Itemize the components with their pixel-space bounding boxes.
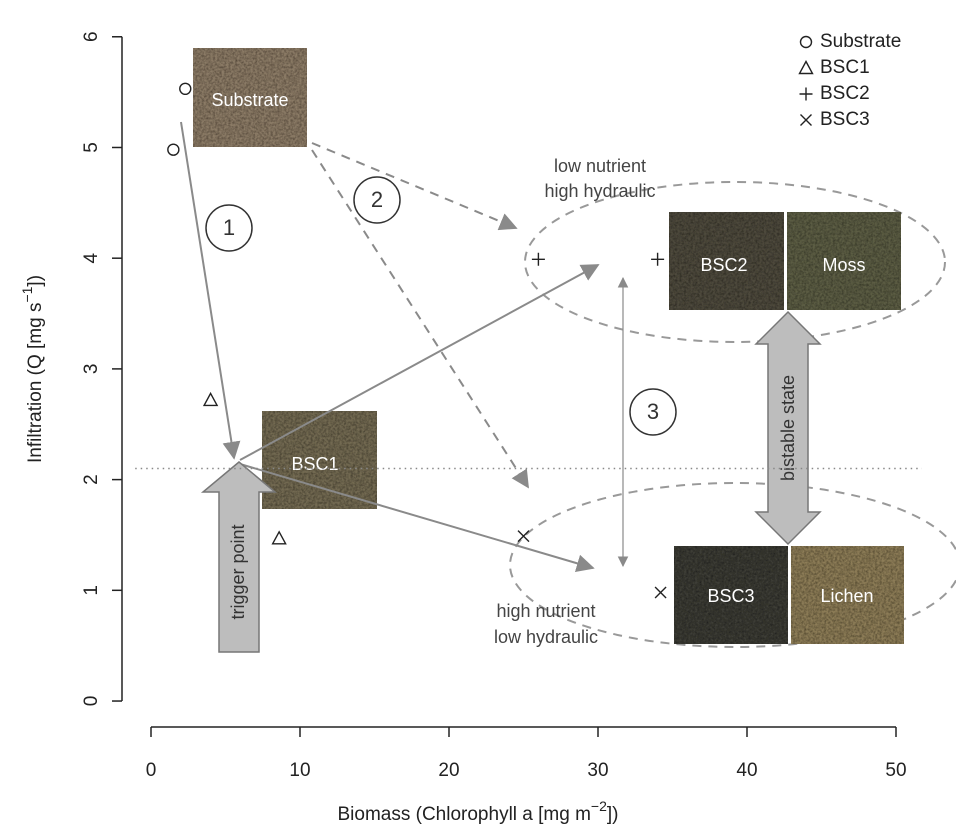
legend-marker bbox=[799, 87, 813, 101]
y-tick-label: 3 bbox=[81, 364, 102, 375]
legend-label: BSC1 bbox=[820, 57, 870, 78]
photo-bsc1: BSC1 bbox=[262, 411, 377, 509]
point bbox=[531, 252, 545, 266]
y-axis-label: Infiltration (Q [mg s−1]) bbox=[19, 275, 46, 463]
photo-label: BSC2 bbox=[700, 255, 747, 275]
arrows bbox=[180, 121, 629, 573]
step-label: 1 bbox=[223, 215, 235, 240]
point bbox=[179, 82, 192, 96]
arrow bbox=[180, 121, 241, 460]
photo-label: BSC3 bbox=[707, 586, 754, 606]
photo-bsc2: BSC2 bbox=[669, 212, 784, 310]
y-tick-label: 0 bbox=[81, 696, 102, 707]
x-tick-label: 20 bbox=[438, 760, 459, 781]
x-tick-label: 10 bbox=[289, 760, 310, 781]
legend-label: Substrate bbox=[820, 31, 901, 52]
photo-label: BSC1 bbox=[291, 454, 338, 474]
y-tick-label: 2 bbox=[81, 474, 102, 485]
step-circle bbox=[629, 388, 677, 436]
arrow bbox=[239, 463, 595, 573]
y-label-sup: −1 bbox=[19, 286, 35, 302]
point bbox=[202, 391, 219, 407]
note: high nutrient bbox=[496, 601, 595, 621]
x-tick-label: 40 bbox=[736, 760, 757, 781]
arrow bbox=[311, 149, 529, 489]
trigger-arrow bbox=[200, 461, 278, 653]
note: high hydraulic bbox=[544, 181, 655, 201]
point bbox=[167, 143, 180, 156]
legend-label: BSC2 bbox=[820, 83, 870, 104]
x-tick-label: 30 bbox=[587, 760, 608, 781]
legend-marker bbox=[800, 114, 812, 126]
photo-label: Moss bbox=[822, 255, 865, 275]
x-tick-label: 0 bbox=[146, 760, 157, 781]
x-axis-label: Biomass (Chlorophyll a [mg m−2]) bbox=[338, 798, 619, 825]
photo-substrate: Substrate bbox=[193, 48, 307, 147]
step-label: 3 bbox=[647, 399, 659, 424]
x-label-part: Biomass (Chlorophyll a [mg m bbox=[338, 804, 591, 825]
step-label: 2 bbox=[371, 187, 383, 212]
y-label-part: Infiltration (Q [mg s bbox=[25, 303, 46, 464]
photo-lichen: Lichen bbox=[791, 546, 904, 644]
x-label-sup: −2 bbox=[591, 798, 607, 814]
photo-moss: Moss bbox=[787, 212, 901, 310]
legend-marker bbox=[798, 60, 814, 75]
arrow bbox=[311, 142, 518, 231]
step-circle bbox=[353, 176, 401, 224]
arrow-label: trigger point bbox=[228, 524, 248, 619]
y-label-part: ]) bbox=[25, 275, 46, 287]
state-ellipse bbox=[524, 181, 946, 343]
point bbox=[654, 586, 667, 599]
x-label-part: ]) bbox=[607, 804, 619, 825]
point bbox=[517, 530, 530, 543]
x-tick-label: 50 bbox=[885, 760, 906, 781]
arrow-label: bistable state bbox=[778, 375, 798, 481]
y-tick-label: 4 bbox=[81, 252, 102, 263]
photo-label: Substrate bbox=[211, 90, 288, 110]
y-tick-label: 6 bbox=[81, 31, 102, 42]
note: low hydraulic bbox=[494, 627, 598, 647]
legend-label: BSC3 bbox=[820, 109, 870, 130]
point bbox=[271, 530, 287, 545]
step-circle bbox=[205, 204, 253, 252]
y-tick-label: 5 bbox=[81, 142, 102, 153]
bistable-arrow bbox=[754, 310, 822, 546]
point bbox=[651, 252, 665, 266]
y-tick-label: 1 bbox=[81, 585, 102, 596]
legend-marker bbox=[799, 35, 813, 49]
photo-bsc3: BSC3 bbox=[674, 546, 788, 644]
arrow bbox=[239, 264, 600, 461]
photo-label: Lichen bbox=[820, 586, 873, 606]
note: low nutrient bbox=[554, 156, 646, 176]
